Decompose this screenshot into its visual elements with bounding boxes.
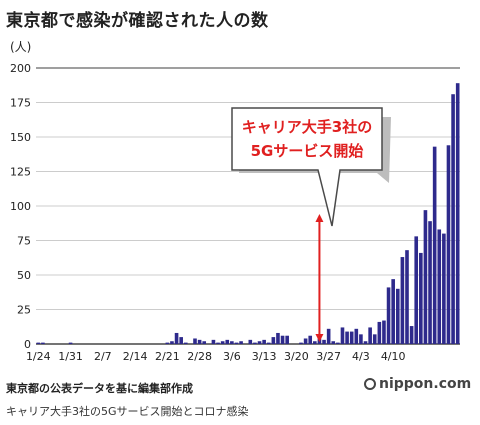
bar xyxy=(248,339,253,344)
bar xyxy=(308,335,313,344)
bar xyxy=(170,341,174,344)
arrow-down-icon xyxy=(315,334,324,342)
y-tick-label: 175 xyxy=(10,97,31,110)
bar xyxy=(359,334,363,344)
bar xyxy=(326,328,331,344)
bar xyxy=(271,337,276,344)
y-tick-label: 25 xyxy=(17,304,31,317)
x-tick-label: 1/24 xyxy=(26,350,51,363)
bar xyxy=(437,229,442,344)
bar xyxy=(253,342,257,344)
x-tick-labels: 1/24 1/31 2/7 2/14 2/21 2/28 3/6 3/13 3/20 3/27 4/… xyxy=(26,350,406,363)
bar xyxy=(313,341,317,344)
bar xyxy=(377,321,382,344)
bar xyxy=(419,252,423,344)
x-tick-label: 2/21 xyxy=(155,350,180,363)
x-tick-label: 4/10 xyxy=(381,350,406,363)
bar xyxy=(197,339,202,344)
bar xyxy=(409,326,414,344)
bar xyxy=(368,327,372,344)
logo-text: nippon.com xyxy=(379,376,472,392)
bar xyxy=(442,233,446,344)
callout-text-line: 5Gサービス開始 xyxy=(251,142,364,160)
bar xyxy=(432,146,437,344)
bar xyxy=(354,328,359,344)
bar xyxy=(446,145,451,344)
bar xyxy=(423,210,428,344)
x-tick-label: 3/27 xyxy=(316,350,341,363)
bar xyxy=(179,337,183,344)
y-tick-label: 50 xyxy=(17,269,31,282)
bar xyxy=(220,341,225,344)
x-tick-label: 2/28 xyxy=(187,350,212,363)
x-tick-label: 3/6 xyxy=(223,350,241,363)
bar xyxy=(280,335,285,344)
bar xyxy=(239,341,243,344)
bar xyxy=(225,339,230,344)
bar xyxy=(193,338,197,344)
y-tick-label: 200 xyxy=(10,62,31,75)
caption: キャリア大手3社の5Gサービス開始とコロナ感染 xyxy=(6,405,249,418)
x-tick-label: 1/31 xyxy=(58,350,83,363)
bar xyxy=(428,221,432,344)
publisher-logo: nippon.com xyxy=(364,376,471,392)
bar xyxy=(451,94,455,344)
bar xyxy=(391,279,395,344)
bar xyxy=(322,339,326,344)
bar xyxy=(405,250,409,344)
bar xyxy=(372,334,377,344)
bar xyxy=(36,342,41,344)
bar xyxy=(331,341,336,344)
bar xyxy=(216,342,220,344)
y-tick-label: 125 xyxy=(10,166,31,179)
bar xyxy=(395,288,400,344)
bar xyxy=(386,287,391,344)
bar xyxy=(285,335,289,344)
bar xyxy=(345,331,349,344)
logo-ring-icon xyxy=(364,378,376,390)
chart-title: 東京都で感染が確認された人の数 xyxy=(6,11,269,31)
bar xyxy=(234,342,239,344)
bar xyxy=(414,236,419,344)
bar xyxy=(340,327,345,344)
x-tick-label: 4/3 xyxy=(352,350,370,363)
x-tick-label: 2/7 xyxy=(94,350,112,363)
x-tick-label: 2/14 xyxy=(123,350,148,363)
bar xyxy=(230,341,234,344)
bar xyxy=(262,339,266,344)
y-tick-label: 75 xyxy=(17,235,31,248)
bar xyxy=(257,341,262,344)
bar xyxy=(336,342,340,344)
bar xyxy=(202,341,207,344)
x-tick-label: 3/13 xyxy=(252,350,277,363)
bar xyxy=(165,342,170,344)
bar xyxy=(183,342,188,344)
arrow-up-icon xyxy=(315,214,324,222)
y-tick-label: 100 xyxy=(10,200,31,213)
bar xyxy=(41,342,45,344)
bar xyxy=(211,339,216,344)
bar xyxy=(382,320,386,344)
y-tick-label: 150 xyxy=(10,131,31,144)
bar xyxy=(455,83,460,345)
y-tick-labels: 0 25 50 75 100 125 150 175 200 xyxy=(10,62,31,351)
x-tick-label: 3/20 xyxy=(284,350,309,363)
bar xyxy=(266,342,271,344)
annotation: キャリア大手3社の 5Gサービス開始 xyxy=(231,107,391,342)
bar xyxy=(400,257,405,344)
y-axis-unit: (人) xyxy=(10,40,32,54)
source-note: 東京都の公表データを基に編集部作成 xyxy=(6,382,193,395)
callout-box xyxy=(231,107,383,227)
bar xyxy=(68,342,73,344)
y-tick-label: 0 xyxy=(24,338,31,351)
bar xyxy=(174,332,179,344)
bar xyxy=(349,331,354,344)
callout-text-line: キャリア大手3社の xyxy=(242,118,372,136)
bar xyxy=(276,332,280,344)
bar xyxy=(303,338,308,344)
bar xyxy=(363,341,368,344)
bar xyxy=(299,342,303,344)
